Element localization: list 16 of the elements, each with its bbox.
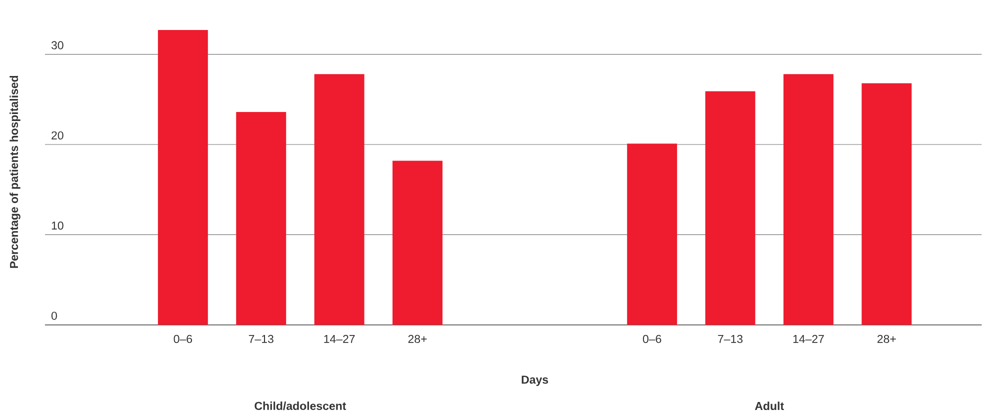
text: Adult: [754, 402, 784, 410]
x-tick-label: 7–13: [718, 334, 743, 344]
y-tick-label: 20: [52, 131, 64, 140]
x-tick-label: 14–27: [324, 334, 355, 343]
text: Child/adolescent: [254, 402, 346, 410]
x-tick-label: 14–27: [793, 334, 824, 343]
y-axis-title: Percentage of patients hospitalised: [10, 76, 20, 268]
x-axis-title: Days: [522, 376, 548, 386]
x-tick-label: 28+: [408, 334, 427, 344]
y-tick-label: 0: [51, 312, 57, 320]
x-tick-label: 7–13: [248, 334, 274, 344]
x-tick-label: 0–6: [174, 334, 192, 344]
y-tick-label: 10: [52, 222, 64, 230]
y-tick-label: 30: [51, 41, 64, 50]
x-tick-label: 28+: [877, 334, 896, 344]
x-tick-label: 0–6: [642, 334, 662, 344]
